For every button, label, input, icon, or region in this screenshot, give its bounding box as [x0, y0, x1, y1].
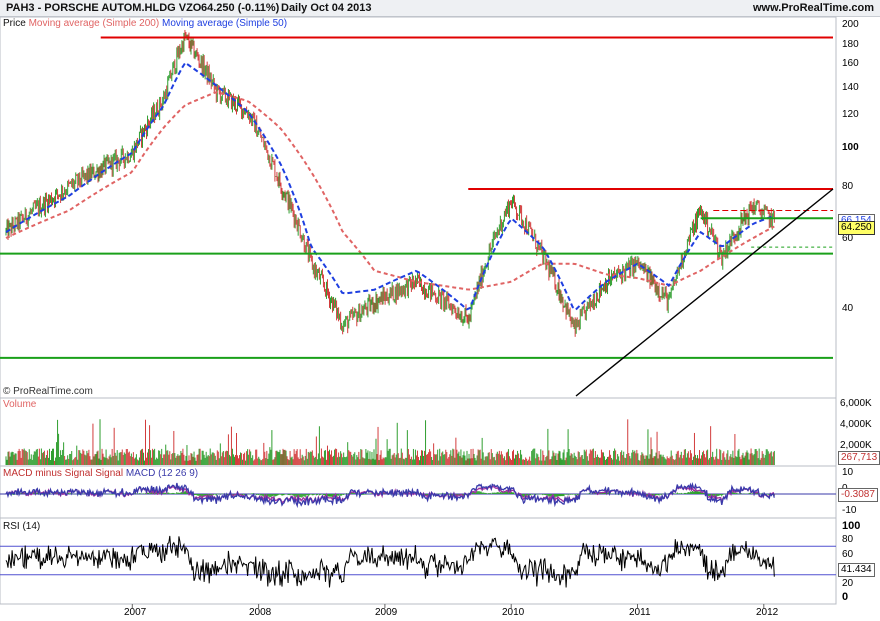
trend-line [575, 188, 834, 397]
legend-ma200: Moving average (Simple 200) [28, 18, 160, 29]
x-tick-label: 2008 [249, 607, 272, 618]
rsi-tick: 100 [842, 520, 861, 532]
copyright: © ProRealTime.com [3, 386, 93, 397]
rsi-tick: 60 [842, 549, 854, 560]
instrument-quote: 64.250 (-0.11%) [201, 2, 280, 14]
price-tick: 140 [842, 82, 859, 93]
price-tick: 100 [842, 142, 859, 153]
volume-tick: 6,000K [840, 398, 872, 409]
instrument-name: PAH3 - PORSCHE AUTOM.HLDG VZO [6, 2, 202, 14]
volume-tick: 4,000K [840, 419, 872, 430]
price-tick: 80 [842, 181, 854, 192]
volume-tick: 2,000K [840, 440, 872, 451]
rsi-tick: 20 [842, 578, 854, 589]
macd-last-badge: -0.3087 [838, 488, 878, 502]
rsi-title: RSI (14) [3, 521, 41, 532]
macd-tick: 10 [842, 467, 854, 478]
price-panel-frame [0, 16, 837, 399]
rsi-line [5, 535, 775, 588]
x-tick-label: 2007 [124, 607, 147, 618]
price-tick: 60 [842, 233, 854, 244]
volume-last-badge: 267,713 [838, 451, 880, 465]
legend: Price Moving average (Simple 200) Moving… [3, 18, 287, 29]
x-tick-label: 2009 [375, 607, 398, 618]
x-tick-label: 2011 [629, 607, 651, 618]
rsi-panel-frame [0, 517, 837, 605]
rsi-plot [0, 535, 836, 588]
support-resistance-lines [0, 36, 834, 397]
price-tick: 180 [842, 39, 859, 50]
volume-title: Volume [3, 399, 37, 410]
price-tick: 40 [842, 303, 854, 314]
chart-header: PAH3 - PORSCHE AUTOM.HLDG VZO 64.250 (-0… [0, 0, 880, 17]
price-tick: 200 [842, 19, 859, 30]
x-tick-label: 2012 [756, 607, 779, 618]
price-plot [5, 29, 775, 337]
macd-title-b: MACD (12 26 9) [125, 468, 199, 479]
volume-bars [5, 419, 775, 465]
macd-line [5, 481, 775, 509]
macd-title: MACD minus Signal Signal MACD (12 26 9) [3, 468, 198, 479]
rsi-tick: 0 [842, 591, 849, 603]
rsi-tick: 80 [842, 534, 854, 545]
legend-ma50: Moving average (Simple 50) [161, 18, 288, 29]
price-tick: 160 [842, 58, 859, 69]
x-axis-ticks [131, 604, 765, 608]
last-price-badge: 64.250 [838, 221, 875, 235]
period-label: Daily Oct 04 2013 [281, 2, 372, 14]
x-tick-label: 2010 [502, 607, 525, 618]
ma50-line [5, 61, 775, 311]
price-tick: 120 [842, 109, 859, 120]
rsi-last-badge: 41.434 [838, 563, 875, 577]
site-link[interactable]: www.ProRealTime.com [752, 2, 874, 14]
macd-title-a: MACD minus Signal Signal [3, 468, 124, 479]
macd-tick: -10 [842, 505, 857, 516]
macd-plot [0, 481, 836, 509]
legend-price: Price [3, 18, 26, 29]
